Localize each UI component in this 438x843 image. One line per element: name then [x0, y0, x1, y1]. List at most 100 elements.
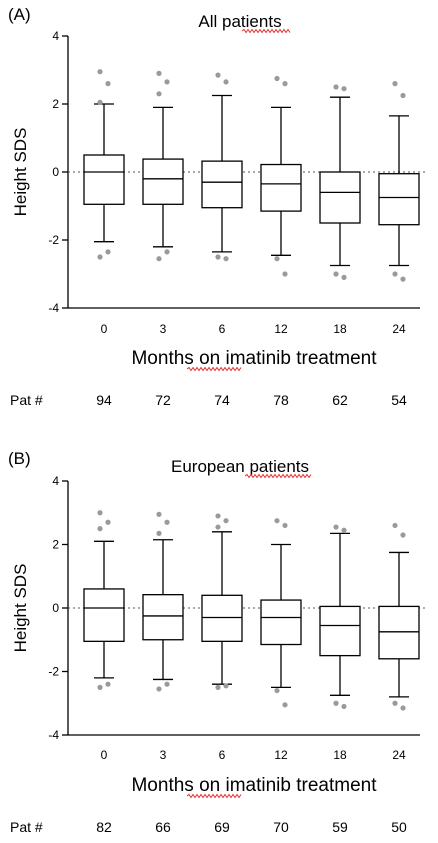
y-tick-label: 0	[52, 165, 59, 179]
x-axis-label: Months on imatinib treatment	[131, 775, 377, 796]
patient-count: 69	[214, 819, 230, 835]
outlier-point	[97, 526, 103, 532]
patient-count: 66	[155, 819, 171, 835]
box-iqr	[83, 154, 125, 205]
x-tick-label: 0	[101, 748, 108, 762]
outlier-point	[274, 518, 280, 524]
outlier-point	[400, 532, 406, 538]
box-plot-18	[319, 84, 361, 280]
box-iqr	[319, 605, 361, 657]
box-iqr	[319, 171, 361, 224]
outlier-point	[223, 518, 229, 524]
outlier-point	[164, 519, 170, 525]
outlier-point	[105, 249, 111, 255]
outlier-point	[333, 271, 339, 277]
chart-panel-a: (A) All patients Height SDS 4 2 0 -2 -4 0 94 3 72 6 7…	[8, 5, 428, 408]
y-axis-label: Height SDS	[11, 564, 30, 653]
outlier-point	[282, 702, 288, 708]
y-tick-label: -2	[48, 665, 59, 679]
outlier-point	[97, 684, 103, 690]
x-tick-label: 3	[160, 322, 167, 336]
box-plot-18	[319, 524, 361, 710]
box-iqr	[378, 605, 420, 660]
outlier-point	[333, 524, 339, 530]
patient-count: 50	[391, 819, 407, 835]
box-iqr	[83, 588, 125, 642]
x-tick-label: 18	[333, 748, 347, 762]
outlier-point	[215, 684, 221, 690]
patient-count: 62	[332, 392, 348, 408]
outlier-point	[274, 256, 280, 262]
outlier-point	[105, 681, 111, 687]
x-tick-label: 12	[274, 748, 288, 762]
outlier-point	[400, 705, 406, 711]
patient-count: 74	[214, 392, 230, 408]
outlier-point	[97, 99, 103, 105]
box-plot-24	[378, 81, 420, 282]
y-axis-label: Height SDS	[11, 128, 30, 217]
patient-count-label: Pat #	[10, 819, 43, 835]
box-plot-0	[83, 69, 125, 260]
outlier-point	[333, 700, 339, 706]
outlier-point	[341, 703, 347, 710]
box-iqr	[201, 594, 243, 642]
x-tick-label: 12	[274, 322, 288, 336]
outlier-point	[282, 81, 288, 87]
patient-count: 94	[96, 392, 112, 408]
outlier-point	[282, 271, 288, 277]
outlier-point	[156, 686, 162, 692]
outlier-point	[156, 70, 162, 76]
outlier-point	[97, 510, 103, 516]
outlier-point	[274, 75, 280, 82]
outlier-point	[282, 522, 288, 529]
outlier-point	[164, 79, 170, 85]
outlier-point	[392, 271, 398, 277]
chart-panel-b: (B) European patients Height SDS 4 2 0 -2 -4 0 82…	[8, 449, 428, 835]
outlier-point	[215, 513, 221, 519]
panel-letter: (B)	[8, 449, 31, 468]
outlier-point	[400, 92, 406, 99]
outlier-point	[223, 256, 229, 262]
box-iqr	[201, 160, 243, 209]
patient-count: 59	[332, 819, 348, 835]
outlier-point	[274, 687, 280, 694]
box-plot-12	[260, 75, 302, 277]
outlier-point	[156, 256, 162, 262]
outlier-point	[156, 91, 162, 97]
panel-letter: (A)	[8, 5, 31, 24]
y-tick-label: -4	[48, 301, 59, 315]
outlier-point	[341, 274, 347, 280]
x-axis-label: Months on imatinib treatment	[131, 348, 377, 369]
x-tick-label: 18	[333, 322, 347, 336]
box-plot-6	[201, 72, 243, 262]
y-tick-label: 2	[52, 538, 59, 552]
y-tick-label: 4	[52, 474, 59, 488]
box-plot-24	[378, 522, 420, 711]
spellcheck-underline	[186, 793, 242, 799]
box-plot-3	[142, 70, 184, 262]
box-iqr	[142, 158, 184, 205]
box-iqr	[142, 594, 184, 641]
outlier-point	[341, 527, 347, 533]
patient-count-label: Pat #	[10, 392, 43, 408]
patient-count: 72	[155, 392, 171, 408]
box-plot-0	[83, 510, 125, 690]
y-tick-label: 0	[52, 601, 59, 615]
box-iqr	[378, 173, 420, 226]
outlier-point	[215, 524, 221, 530]
outlier-point	[156, 511, 162, 517]
x-tick-label: 0	[101, 322, 108, 336]
outlier-point	[105, 519, 111, 525]
outlier-point	[97, 69, 103, 75]
outlier-point	[392, 81, 398, 87]
y-tick-label: 2	[52, 97, 59, 111]
x-tick-label: 24	[392, 322, 406, 336]
outlier-point	[333, 84, 339, 90]
outlier-point	[156, 530, 162, 536]
x-tick-label: 6	[219, 322, 226, 336]
outlier-point	[97, 254, 103, 260]
outlier-point	[400, 276, 406, 282]
x-tick-label: 3	[160, 748, 167, 762]
spellcheck-underline	[244, 473, 312, 479]
